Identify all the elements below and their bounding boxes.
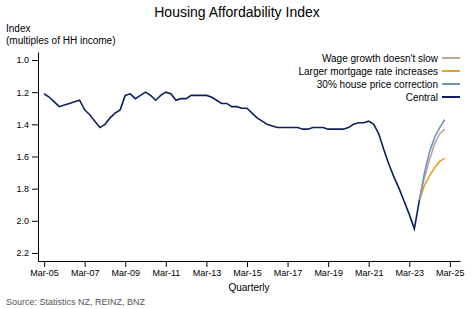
- x-axis: Mar-05 Mar-07 Mar-09 Mar-11 Mar-13 Mar-15 Mar-…: [30, 261, 464, 278]
- y-tick-label: 1.2: [16, 88, 29, 98]
- y-tick-mark: [32, 124, 38, 125]
- y-tick-label: 2.0: [16, 216, 29, 226]
- x-tick-label: Mar-05: [30, 268, 59, 278]
- y-tick: 1.8: [16, 184, 38, 194]
- x-tick-label: Mar-19: [314, 268, 343, 278]
- x-tick-label: Mar-23: [396, 268, 425, 278]
- series-line: [419, 120, 444, 200]
- y-tick: 1.2: [16, 88, 38, 98]
- x-tick: Mar-25: [436, 261, 465, 278]
- y-tick: 1.4: [16, 120, 38, 130]
- y-tick: 1.0: [16, 55, 38, 65]
- x-tick-mark: [369, 261, 370, 267]
- title: Housing Affordability Index: [154, 4, 320, 20]
- x-tick-mark: [328, 261, 329, 267]
- x-tick: Mar-17: [274, 261, 303, 278]
- series-line: [44, 92, 419, 229]
- y-tick-mark: [32, 189, 38, 190]
- x-tick: Mar-09: [111, 261, 140, 278]
- x-tick-mark: [409, 261, 410, 267]
- x-tick-mark: [450, 261, 451, 267]
- x-tick: Mar-21: [355, 261, 384, 278]
- x-axis-line: [39, 261, 461, 262]
- x-tick-mark: [247, 261, 248, 267]
- y-tick-mark: [32, 157, 38, 158]
- x-tick-label: Mar-21: [355, 268, 384, 278]
- x-tick-label: Mar-11: [152, 268, 180, 278]
- x-tick: Mar-15: [233, 261, 262, 278]
- legend: Wage growth doesn't slow Larger mortgage …: [298, 53, 460, 103]
- legend-label: Central: [406, 92, 438, 103]
- legend-item: Central: [406, 92, 460, 103]
- y-axis: 1.0 1.2 1.4 1.6 1.8 2.0 2.2: [16, 53, 38, 262]
- x-tick: Mar-07: [71, 261, 100, 278]
- legend-swatch: [442, 96, 460, 98]
- legend-label: Larger mortgage rate increases: [298, 66, 438, 77]
- y-axis-label: Index: [6, 23, 30, 34]
- y-tick-mark: [32, 60, 38, 61]
- x-tick-mark: [166, 261, 167, 267]
- legend-swatch: [442, 70, 460, 72]
- legend-item: Larger mortgage rate increases: [298, 66, 460, 77]
- y-tick: 2.2: [16, 248, 38, 258]
- x-tick-mark: [206, 261, 207, 267]
- x-tick-label: Mar-13: [193, 268, 222, 278]
- y-tick: 1.6: [16, 152, 38, 162]
- y-tick-label: 2.2: [16, 248, 29, 258]
- legend-label: 30% house price correction: [317, 79, 438, 90]
- x-axis-label: Quarterly: [228, 282, 269, 293]
- x-tick-mark: [288, 261, 289, 267]
- x-tick: Mar-11: [152, 261, 180, 278]
- x-tick-mark: [125, 261, 126, 267]
- x-tick: Mar-13: [193, 261, 222, 278]
- chart: Housing Affordability Index Index(multipl…: [0, 0, 474, 309]
- y-axis-line: [38, 53, 39, 262]
- y-tick: 2.0: [16, 216, 38, 226]
- y-tick-label: 1.0: [16, 55, 29, 65]
- x-tick-mark: [44, 261, 45, 267]
- x-tick-label: Mar-17: [274, 268, 303, 278]
- y-tick-label: 1.8: [16, 184, 29, 194]
- x-tick: Mar-05: [30, 261, 59, 278]
- y-tick-mark: [32, 92, 38, 93]
- x-tick: Mar-19: [314, 261, 343, 278]
- legend-item: 30% house price correction: [317, 79, 460, 90]
- legend-swatch: [442, 57, 460, 59]
- x-tick-label: Mar-15: [233, 268, 262, 278]
- series-group: [44, 92, 445, 229]
- y-tick-mark: [32, 221, 38, 222]
- plot: Mar-05 Mar-07 Mar-09 Mar-11 Mar-13 Mar-15 Mar-…: [16, 53, 464, 279]
- x-tick-mark: [85, 261, 86, 267]
- x-tick-label: Mar-25: [436, 268, 465, 278]
- source-note: Source: Statistics NZ, REINZ, BNZ: [6, 297, 146, 307]
- x-tick-label: Mar-07: [71, 268, 100, 278]
- y-tick-label: 1.6: [16, 152, 29, 162]
- legend-label: Wage growth doesn't slow: [322, 53, 439, 64]
- legend-item: Wage growth doesn't slow: [322, 53, 460, 64]
- y-tick-mark: [32, 253, 38, 254]
- x-tick-label: Mar-09: [111, 268, 140, 278]
- legend-swatch: [442, 83, 460, 85]
- y-tick-label: 1.4: [16, 120, 29, 130]
- series-line: [419, 129, 444, 200]
- y-axis-label: (multiples of HH income): [6, 35, 115, 46]
- x-tick: Mar-23: [396, 261, 425, 278]
